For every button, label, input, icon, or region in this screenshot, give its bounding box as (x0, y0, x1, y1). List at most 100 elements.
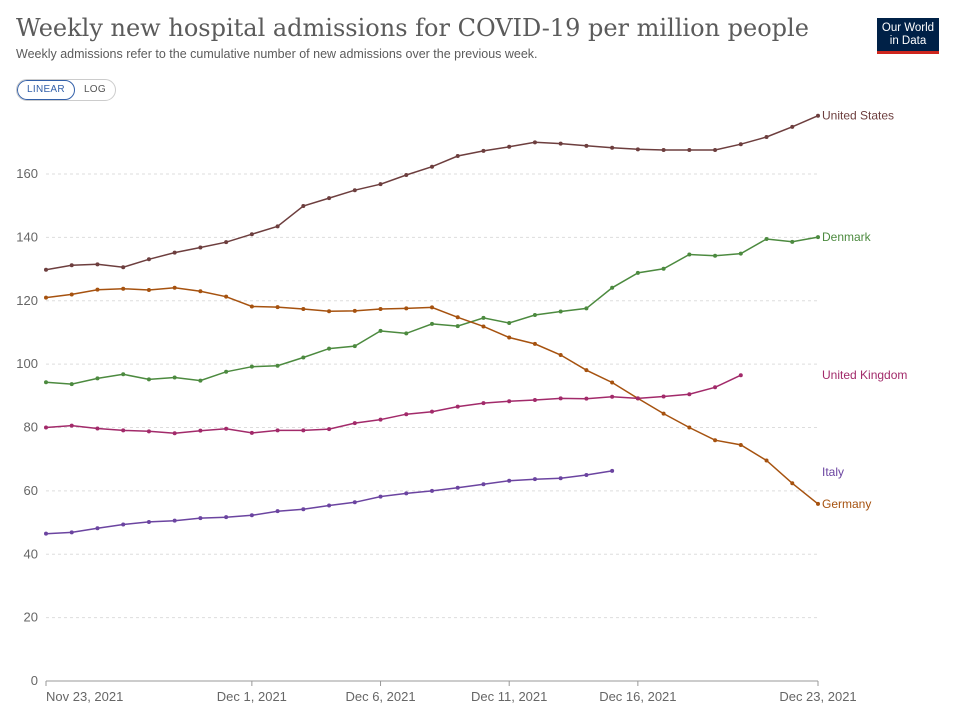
data-point-germany[interactable] (249, 304, 254, 309)
data-point-united-kingdom[interactable] (635, 396, 640, 401)
data-point-denmark[interactable] (198, 378, 203, 383)
data-point-italy[interactable] (352, 500, 357, 505)
linear-scale-button[interactable]: LINEAR (17, 80, 75, 100)
data-point-united-states[interactable] (95, 262, 100, 267)
data-point-italy[interactable] (327, 503, 332, 508)
data-point-germany[interactable] (455, 315, 460, 320)
data-point-germany[interactable] (224, 294, 229, 299)
data-point-germany[interactable] (661, 411, 666, 416)
data-point-denmark[interactable] (584, 306, 589, 311)
data-point-denmark[interactable] (610, 285, 615, 290)
data-point-united-states[interactable] (352, 188, 357, 193)
data-point-germany[interactable] (378, 307, 383, 312)
data-point-denmark[interactable] (146, 377, 151, 382)
series-label-united-states[interactable]: United States (822, 109, 894, 123)
data-point-germany[interactable] (610, 380, 615, 385)
data-point-germany[interactable] (198, 289, 203, 294)
data-point-united-states[interactable] (610, 145, 615, 150)
data-point-united-states[interactable] (764, 134, 769, 139)
data-point-italy[interactable] (430, 488, 434, 493)
data-point-denmark[interactable] (172, 375, 177, 380)
data-point-germany[interactable] (146, 288, 151, 293)
data-point-germany[interactable] (764, 458, 769, 463)
data-point-denmark[interactable] (558, 309, 563, 314)
data-point-italy[interactable] (404, 491, 409, 496)
data-point-denmark[interactable] (661, 266, 666, 271)
data-point-united-kingdom[interactable] (532, 397, 537, 402)
data-point-italy[interactable] (146, 519, 151, 524)
data-point-united-states[interactable] (790, 124, 795, 129)
data-point-italy[interactable] (275, 509, 280, 514)
data-point-united-states[interactable] (224, 240, 229, 245)
data-point-united-states[interactable] (532, 140, 537, 145)
data-point-italy[interactable] (532, 477, 537, 482)
data-point-united-kingdom[interactable] (378, 417, 383, 422)
data-point-united-states[interactable] (430, 164, 434, 169)
series-line-united-states[interactable] (45, 115, 819, 271)
data-point-united-states[interactable] (687, 147, 692, 152)
series-line-italy[interactable] (45, 470, 613, 535)
data-point-italy[interactable] (121, 522, 126, 527)
data-point-germany[interactable] (584, 368, 589, 373)
data-point-united-kingdom[interactable] (430, 409, 434, 414)
data-point-germany[interactable] (327, 309, 332, 314)
data-point-united-states[interactable] (507, 144, 512, 149)
data-point-united-kingdom[interactable] (275, 428, 280, 433)
data-point-germany[interactable] (121, 286, 126, 291)
data-point-united-states[interactable] (661, 147, 666, 152)
data-point-denmark[interactable] (816, 235, 820, 240)
data-point-germany[interactable] (481, 324, 486, 329)
data-point-denmark[interactable] (404, 331, 409, 336)
data-point-germany[interactable] (687, 425, 692, 430)
data-point-italy[interactable] (481, 482, 486, 487)
data-point-united-kingdom[interactable] (44, 425, 48, 430)
data-point-united-kingdom[interactable] (455, 404, 460, 409)
data-point-united-states[interactable] (301, 204, 306, 209)
data-point-italy[interactable] (95, 526, 100, 531)
data-point-united-kingdom[interactable] (352, 421, 357, 426)
data-point-italy[interactable] (507, 478, 512, 483)
data-point-united-kingdom[interactable] (69, 423, 74, 428)
data-point-united-states[interactable] (635, 147, 640, 152)
data-point-united-states[interactable] (558, 141, 563, 146)
data-point-united-kingdom[interactable] (249, 430, 254, 435)
data-point-denmark[interactable] (764, 236, 769, 241)
data-point-united-states[interactable] (713, 147, 718, 152)
data-point-denmark[interactable] (327, 346, 332, 351)
data-point-germany[interactable] (558, 352, 563, 357)
data-point-united-states[interactable] (198, 245, 203, 250)
data-point-italy[interactable] (301, 507, 306, 512)
data-point-united-kingdom[interactable] (738, 373, 743, 378)
data-point-italy[interactable] (224, 515, 229, 520)
data-point-italy[interactable] (584, 473, 589, 478)
data-point-united-kingdom[interactable] (198, 428, 203, 433)
data-point-united-states[interactable] (249, 232, 254, 237)
data-point-united-states[interactable] (816, 113, 820, 118)
data-point-united-states[interactable] (481, 148, 486, 153)
data-point-germany[interactable] (790, 481, 795, 486)
data-point-italy[interactable] (455, 485, 460, 490)
log-scale-button[interactable]: LOG (83, 84, 106, 95)
series-line-denmark[interactable] (45, 236, 819, 385)
data-point-germany[interactable] (301, 307, 306, 312)
data-point-germany[interactable] (172, 285, 177, 290)
data-point-germany[interactable] (532, 341, 537, 346)
data-point-denmark[interactable] (301, 355, 306, 360)
data-point-denmark[interactable] (532, 313, 537, 318)
data-point-italy[interactable] (69, 530, 74, 535)
data-point-denmark[interactable] (481, 315, 486, 320)
data-point-united-kingdom[interactable] (584, 396, 589, 401)
data-point-united-states[interactable] (69, 263, 74, 268)
data-point-denmark[interactable] (430, 321, 434, 326)
series-label-italy[interactable]: Italy (822, 465, 844, 479)
data-point-united-states[interactable] (275, 224, 280, 229)
data-point-united-kingdom[interactable] (327, 427, 332, 432)
data-point-united-kingdom[interactable] (558, 396, 563, 401)
series-label-denmark[interactable]: Denmark (822, 230, 872, 244)
data-point-denmark[interactable] (121, 372, 126, 377)
series-line-germany[interactable] (45, 287, 819, 505)
data-point-united-kingdom[interactable] (481, 401, 486, 406)
data-point-united-states[interactable] (404, 172, 409, 177)
data-point-united-kingdom[interactable] (121, 428, 126, 433)
data-point-germany[interactable] (44, 295, 48, 300)
